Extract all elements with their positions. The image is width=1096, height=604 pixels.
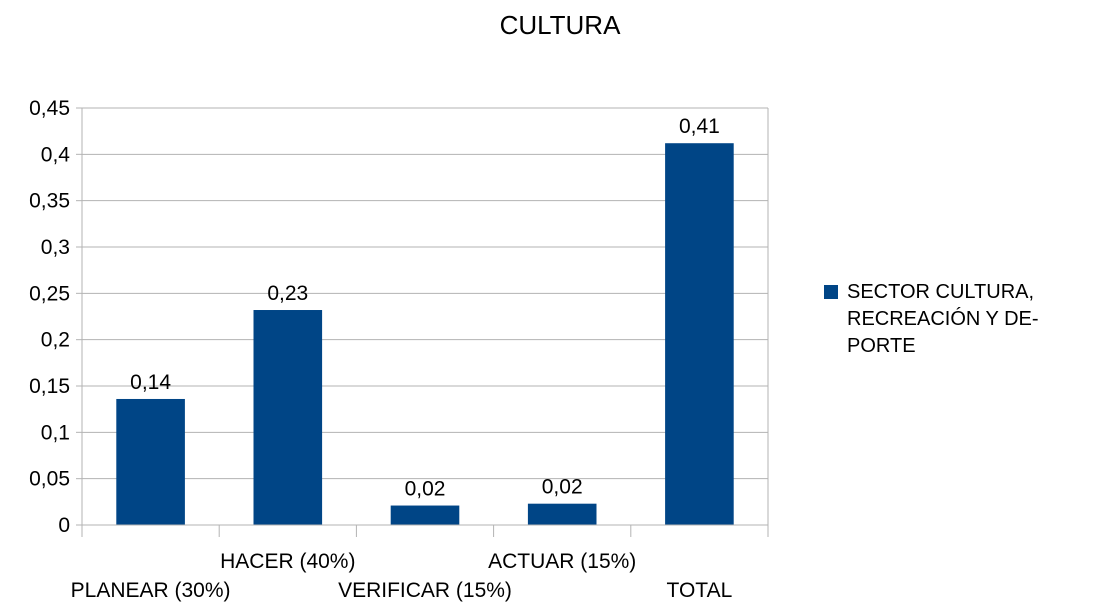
- x-tick-label: TOTAL: [667, 579, 733, 602]
- x-tick-label: PLANEAR (30%): [71, 579, 231, 602]
- data-label: 0,14: [130, 371, 171, 394]
- legend: SECTOR CULTURA, RECREACIÓN Y DE- PORTE: [824, 281, 1039, 357]
- y-axis: 0 0,05 0,1 0,15 0,2 0,25 0,3 0,35 0,4 0,45: [29, 97, 769, 537]
- y-tick-label: 0,05: [29, 468, 70, 491]
- legend-label-line-1: SECTOR CULTURA,: [847, 281, 1034, 303]
- legend-swatch: [824, 285, 838, 299]
- data-label: 0,41: [679, 115, 720, 138]
- chart-title: CULTURA: [500, 10, 622, 40]
- data-labels: 0,14 0,23 0,02 0,02 0,41: [130, 115, 720, 500]
- bar: [390, 505, 460, 525]
- data-label: 0,02: [542, 476, 583, 499]
- data-label: 0,23: [267, 282, 308, 305]
- x-tick-label: HACER (40%): [220, 550, 355, 573]
- x-tick-label: ACTUAR (15%): [488, 550, 636, 573]
- y-tick-label: 0,15: [29, 375, 70, 398]
- x-axis: PLANEAR (30%) HACER (40%) VERIFICAR (15%) A…: [71, 524, 769, 602]
- legend-label-line-3: PORTE: [847, 335, 916, 357]
- bar: [527, 503, 597, 525]
- y-tick-label: 0,2: [41, 329, 70, 352]
- y-tick-label: 0,4: [41, 143, 71, 166]
- bar: [253, 310, 323, 525]
- x-tick-label: VERIFICAR (15%): [338, 579, 512, 602]
- bar: [116, 398, 185, 525]
- y-tick-label: 0,3: [41, 236, 70, 259]
- y-tick-label: 0,45: [29, 97, 70, 120]
- gridlines: [82, 107, 768, 526]
- data-label: 0,02: [405, 478, 446, 501]
- y-tick-label: 0: [58, 514, 70, 537]
- bars: [116, 143, 734, 526]
- legend-label-line-2: RECREACIÓN Y DE-: [847, 307, 1039, 330]
- bar: [665, 143, 734, 526]
- y-tick-label: 0,1: [41, 421, 70, 444]
- y-tick-label: 0,35: [29, 190, 70, 213]
- y-tick-label: 0,25: [29, 282, 70, 305]
